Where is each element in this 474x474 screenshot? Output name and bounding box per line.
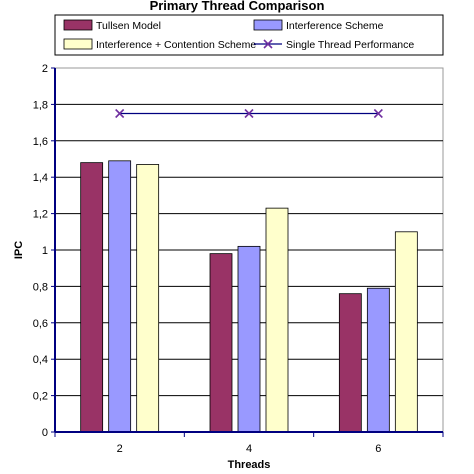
y-ticks: 0 0,2 0,4 0,6 0,8 1 1,2 1,4 1,6 1,8 2 bbox=[33, 63, 55, 439]
bar-interference-scheme-6 bbox=[366, 287, 390, 433]
x-axis-label: Threads bbox=[228, 459, 271, 471]
y-axis-label: IPC bbox=[13, 241, 25, 259]
x-ticks: 2 4 6 bbox=[54, 432, 444, 455]
legend-label-interference-contention-scheme: Interference + Contention Scheme bbox=[96, 39, 256, 51]
y-tick-label: 1,4 bbox=[33, 172, 48, 184]
x-tick-label: 4 bbox=[246, 443, 252, 455]
bar-tullsen-model-6 bbox=[338, 293, 362, 433]
single-thread-line bbox=[115, 108, 383, 119]
bar-interference-contention-scheme-4 bbox=[265, 207, 289, 433]
legend-box bbox=[54, 14, 444, 56]
y-tick-label: 1,8 bbox=[33, 99, 48, 111]
legend: Tullsen Model Interference Scheme Interf… bbox=[63, 19, 414, 51]
single-thread-point-6 bbox=[373, 108, 383, 119]
y-tick-label: 2 bbox=[42, 63, 48, 75]
single-thread-point-4 bbox=[244, 108, 254, 119]
legend-marker-x bbox=[263, 39, 273, 49]
legend-label-tullsen-model: Tullsen Model bbox=[96, 20, 161, 32]
y-tick-label: 0,8 bbox=[33, 281, 48, 293]
y-tick-label: 1 bbox=[42, 245, 48, 257]
bars bbox=[80, 160, 418, 433]
legend-marker-single-thread-performance bbox=[263, 39, 273, 49]
legend-label-single-thread-performance: Single Thread Performance bbox=[286, 39, 414, 51]
legend-label-interference-scheme: Interference Scheme bbox=[286, 20, 384, 32]
y-tick-label: 1,2 bbox=[33, 209, 48, 221]
legend-swatch-tullsen-model bbox=[63, 19, 93, 31]
y-tick-label: 0,2 bbox=[33, 391, 48, 403]
bar-interference-scheme-2 bbox=[108, 160, 132, 433]
legend-swatch-interference-contention-scheme bbox=[63, 38, 93, 50]
bar-interference-scheme-4 bbox=[237, 245, 261, 433]
legend-swatch-interference-scheme bbox=[253, 19, 283, 31]
bar-interference-contention-scheme-6 bbox=[394, 231, 418, 433]
y-tick-label: 0,4 bbox=[33, 354, 48, 366]
x-tick-label: 2 bbox=[117, 443, 123, 455]
chart-title: Primary Thread Comparison bbox=[150, 0, 325, 13]
bar-tullsen-model-2 bbox=[80, 162, 104, 433]
bar-tullsen-model-4 bbox=[209, 253, 233, 433]
y-tick-label: 1,6 bbox=[33, 136, 48, 148]
bar-interference-contention-scheme-2 bbox=[136, 164, 160, 433]
y-tick-label: 0 bbox=[42, 427, 48, 439]
y-tick-label: 0,6 bbox=[33, 318, 48, 330]
single-thread-point-2 bbox=[115, 108, 125, 119]
x-tick-label: 6 bbox=[375, 443, 381, 455]
